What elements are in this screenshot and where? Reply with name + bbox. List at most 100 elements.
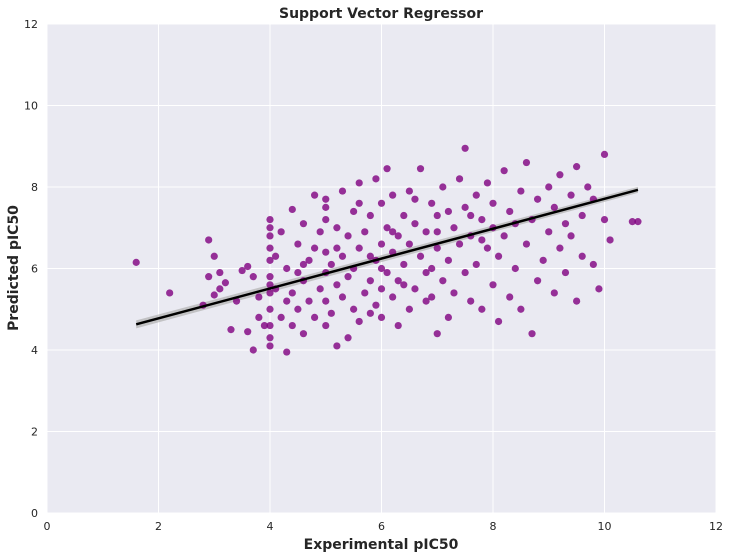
data-point [478, 216, 486, 224]
y-axis-label: Predicted pIC50 [6, 205, 22, 331]
data-point [600, 150, 609, 158]
data-point [578, 252, 586, 260]
data-point [260, 321, 269, 330]
data-point [517, 187, 525, 195]
data-point [361, 289, 369, 297]
data-point [322, 195, 330, 203]
data-point [472, 191, 480, 199]
data-point [478, 305, 486, 313]
data-point [333, 281, 341, 289]
data-point [350, 305, 358, 313]
data-point [539, 256, 547, 264]
data-point [634, 218, 642, 226]
data-point [534, 195, 542, 203]
data-point [467, 297, 475, 305]
data-point [372, 301, 380, 309]
data-point [377, 199, 386, 207]
data-point [500, 232, 508, 240]
data-point [494, 317, 503, 326]
data-point [266, 289, 274, 297]
data-point [411, 195, 419, 203]
data-point [244, 262, 252, 271]
data-point [344, 232, 352, 240]
data-point [221, 279, 229, 287]
y-tick-label: 8 [31, 181, 38, 194]
data-point [327, 260, 335, 269]
data-point [333, 224, 341, 232]
data-point [266, 244, 274, 252]
data-point [383, 224, 391, 232]
data-point [355, 199, 363, 207]
data-point [311, 191, 319, 199]
y-tick-label: 4 [31, 344, 38, 357]
data-point [316, 285, 324, 293]
data-point [511, 264, 519, 273]
data-point [283, 264, 291, 273]
data-point [428, 199, 436, 207]
data-point [338, 293, 347, 301]
data-point [216, 285, 224, 293]
data-point [405, 187, 413, 195]
chart-title: Support Vector Regressor [279, 6, 483, 22]
data-point [400, 281, 408, 289]
data-point [333, 342, 341, 350]
data-point [366, 252, 374, 260]
data-point [377, 240, 386, 248]
x-tick-label: 2 [155, 520, 162, 533]
data-point [338, 187, 347, 195]
data-point [377, 313, 386, 321]
data-point [316, 228, 324, 236]
data-point [383, 165, 391, 173]
data-point [232, 297, 241, 305]
data-point [266, 273, 274, 281]
y-tick-label: 0 [31, 507, 38, 520]
data-point [305, 256, 313, 264]
data-point [210, 291, 218, 299]
x-tick-label: 0 [44, 520, 51, 533]
data-point [556, 171, 564, 179]
x-tick-labels: 0 2 4 6 8 10 12 [44, 520, 724, 533]
data-point [216, 268, 224, 277]
data-point [299, 330, 308, 338]
data-point [545, 228, 553, 236]
data-point [255, 313, 263, 321]
data-point [277, 313, 285, 321]
data-point [394, 321, 402, 330]
data-point [205, 273, 213, 281]
data-point [433, 330, 441, 338]
data-point [288, 289, 296, 297]
data-point [455, 175, 464, 183]
data-point [210, 252, 218, 260]
data-point [366, 211, 374, 220]
data-point [322, 216, 330, 224]
data-point [299, 260, 308, 269]
data-point [467, 211, 475, 220]
data-point [489, 199, 497, 207]
data-point [255, 293, 263, 301]
data-point [344, 273, 352, 281]
data-point [433, 244, 441, 252]
data-point [294, 268, 302, 277]
data-point [166, 289, 174, 297]
data-point [595, 285, 603, 293]
data-point [266, 321, 274, 330]
data-point [266, 281, 274, 289]
data-point [327, 309, 335, 317]
x-tick-label: 10 [598, 520, 612, 533]
data-point [517, 305, 525, 313]
data-point [416, 165, 425, 173]
data-point [283, 348, 291, 356]
y-tick-label: 6 [31, 263, 38, 276]
y-tick-label: 2 [31, 426, 38, 439]
data-point [350, 207, 358, 216]
data-point [573, 163, 581, 171]
data-point [249, 273, 257, 281]
data-point [483, 179, 492, 187]
x-tick-label: 12 [709, 520, 723, 533]
data-point [567, 232, 575, 240]
data-point [433, 228, 441, 236]
data-point [394, 232, 402, 240]
data-point [322, 203, 330, 211]
data-point [439, 277, 447, 285]
